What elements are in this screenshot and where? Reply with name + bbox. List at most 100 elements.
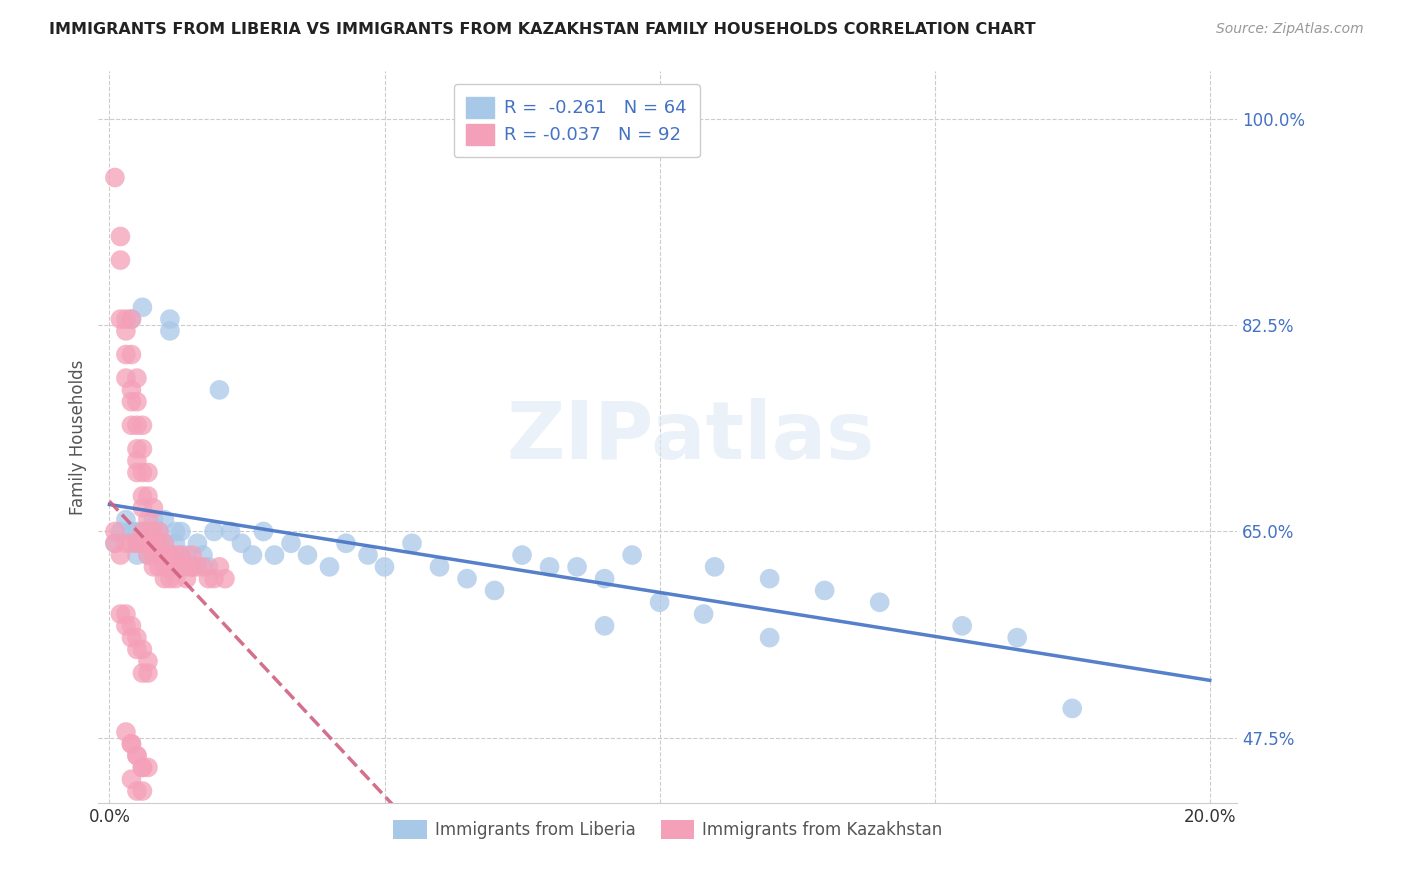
Point xyxy=(131,301,153,315)
Point xyxy=(120,312,142,326)
Point xyxy=(115,347,138,361)
Point xyxy=(120,347,142,361)
Point xyxy=(131,760,153,774)
Point xyxy=(318,559,340,574)
Point xyxy=(1062,701,1084,715)
Point xyxy=(125,466,148,480)
Point xyxy=(120,772,142,787)
Point xyxy=(252,524,274,539)
Point xyxy=(202,524,225,539)
Point xyxy=(136,466,159,480)
Point xyxy=(125,394,148,409)
Point xyxy=(456,572,478,586)
Point xyxy=(142,500,165,515)
Point xyxy=(115,371,138,385)
Point xyxy=(136,513,159,527)
Point xyxy=(125,748,148,763)
Point xyxy=(191,559,214,574)
Point xyxy=(357,548,380,562)
Point xyxy=(263,548,285,562)
Point xyxy=(159,572,181,586)
Point xyxy=(115,312,138,326)
Point xyxy=(120,737,142,751)
Point xyxy=(280,536,302,550)
Point xyxy=(131,784,153,798)
Point xyxy=(131,489,153,503)
Point xyxy=(110,548,132,562)
Point xyxy=(125,631,148,645)
Point xyxy=(125,748,148,763)
Point xyxy=(692,607,714,621)
Point xyxy=(1005,631,1028,645)
Point xyxy=(176,548,198,562)
Point xyxy=(758,572,780,586)
Point xyxy=(148,524,170,539)
Point xyxy=(153,536,176,550)
Point xyxy=(136,548,159,562)
Point xyxy=(593,619,616,633)
Point xyxy=(125,524,148,539)
Point xyxy=(115,607,138,621)
Point xyxy=(120,312,142,326)
Point xyxy=(159,559,181,574)
Text: ZIPatlas: ZIPatlas xyxy=(506,398,875,476)
Point xyxy=(373,559,395,574)
Point xyxy=(115,619,138,633)
Point xyxy=(125,418,148,433)
Point xyxy=(208,383,231,397)
Point xyxy=(120,394,142,409)
Point xyxy=(869,595,891,609)
Point xyxy=(142,513,165,527)
Point xyxy=(120,383,142,397)
Point xyxy=(197,572,219,586)
Point xyxy=(136,666,159,681)
Point xyxy=(131,500,153,515)
Point xyxy=(401,536,423,550)
Point xyxy=(131,536,153,550)
Point xyxy=(703,559,725,574)
Point xyxy=(120,418,142,433)
Point xyxy=(191,548,214,562)
Point xyxy=(170,548,193,562)
Point xyxy=(120,631,142,645)
Point xyxy=(335,536,357,550)
Point xyxy=(125,784,148,798)
Point xyxy=(176,559,198,574)
Legend: Immigrants from Liberia, Immigrants from Kazakhstan: Immigrants from Liberia, Immigrants from… xyxy=(387,814,949,846)
Point xyxy=(165,536,187,550)
Point xyxy=(153,559,176,574)
Point xyxy=(148,536,170,550)
Point xyxy=(136,548,159,562)
Point xyxy=(484,583,506,598)
Point xyxy=(165,559,187,574)
Point xyxy=(165,548,187,562)
Text: Source: ZipAtlas.com: Source: ZipAtlas.com xyxy=(1216,22,1364,37)
Point xyxy=(148,524,170,539)
Point xyxy=(170,524,193,539)
Point xyxy=(120,524,142,539)
Point xyxy=(115,725,138,739)
Point xyxy=(131,524,153,539)
Point xyxy=(125,642,148,657)
Point xyxy=(186,559,208,574)
Point xyxy=(125,548,148,562)
Point xyxy=(297,548,319,562)
Point xyxy=(120,619,142,633)
Point xyxy=(110,229,132,244)
Point xyxy=(214,572,236,586)
Point xyxy=(648,595,671,609)
Point xyxy=(593,572,616,586)
Point xyxy=(814,583,837,598)
Point xyxy=(110,607,132,621)
Point xyxy=(104,536,127,550)
Point xyxy=(142,524,165,539)
Point xyxy=(120,737,142,751)
Point xyxy=(136,524,159,539)
Point xyxy=(231,536,253,550)
Point xyxy=(165,524,187,539)
Point xyxy=(159,312,181,326)
Point xyxy=(104,536,127,550)
Point xyxy=(170,559,193,574)
Point xyxy=(142,536,165,550)
Point xyxy=(104,170,127,185)
